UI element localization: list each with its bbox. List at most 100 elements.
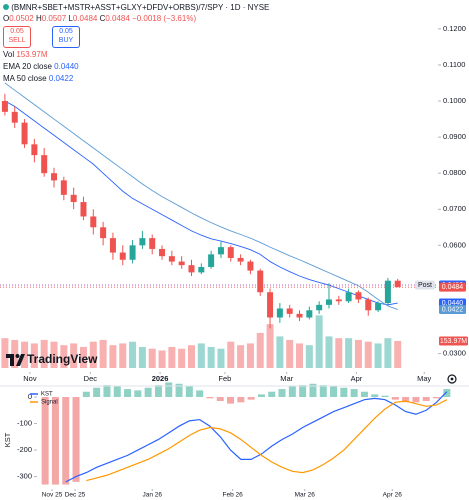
status-dot <box>3 4 9 10</box>
ohlc-key: C <box>99 14 106 23</box>
symbol-title: (BMNR+SBET+MSTR+ASST+GLXY+DFDV+ORBS)/7/S… <box>11 3 270 12</box>
volume-bar <box>364 341 372 368</box>
y-tick-label: 0.0800 <box>443 168 466 177</box>
candle-body <box>384 280 391 304</box>
candle-body <box>41 155 48 174</box>
histogram-bar <box>134 390 142 398</box>
volume-bar <box>70 343 78 368</box>
buy-button[interactable]: 0.05 BUY <box>52 26 80 48</box>
histogram-bar <box>257 394 265 398</box>
y-tick-label: -200 <box>17 445 32 454</box>
sell-label: SELL <box>8 37 26 44</box>
legend-label: Signal <box>41 400 58 406</box>
settings-gear[interactable] <box>447 374 457 384</box>
ohlc-key: H <box>35 14 42 23</box>
y-tick-label: 0.0600 <box>443 240 466 249</box>
candle-body <box>188 265 195 273</box>
volume-bar <box>60 345 68 368</box>
histogram-bar <box>381 395 389 398</box>
histogram-bar <box>93 387 101 398</box>
ohlc-value: 0.0507 <box>41 14 67 23</box>
x-tick-label: Jan 26 <box>143 492 163 499</box>
tradingview-logo: TradingView <box>6 352 98 366</box>
histogram-bar <box>350 389 358 398</box>
histogram-bar <box>154 385 162 398</box>
ohlc-key: O <box>3 14 10 23</box>
histogram-bar <box>319 385 327 398</box>
volume-bar <box>129 341 137 368</box>
volume-bar <box>1 338 9 368</box>
volume-bar <box>354 339 362 368</box>
kst-pane: 0 -100 -200 -300 Nov 25 Dec 25 Jan 26 Feb 26 Mar… <box>17 382 451 499</box>
sell-button[interactable]: 0.05 SELL <box>3 26 31 48</box>
x-tick-label: Mar 26 <box>295 492 316 499</box>
volume-bar <box>109 345 117 368</box>
histogram-bar <box>62 397 70 485</box>
histogram-bar <box>113 386 121 398</box>
volume-bar <box>158 350 166 368</box>
candle-body <box>306 310 313 318</box>
y-axis-label: KST <box>3 432 12 447</box>
volume-bar <box>315 315 323 368</box>
candle-body <box>90 216 97 228</box>
volume-bar <box>256 332 264 368</box>
candle-body <box>60 180 67 195</box>
candle-body <box>1 101 8 112</box>
volume-legend: Vol 153.97M <box>3 50 48 59</box>
x-tick-label: 2026 <box>152 374 169 383</box>
candle-body <box>375 303 382 311</box>
candle-body <box>227 247 234 258</box>
volume-bar <box>266 324 274 368</box>
buy-label: BUY <box>58 37 74 44</box>
histogram-bar <box>371 394 379 398</box>
candle-body <box>21 122 28 145</box>
y-tick-label: -300 <box>17 472 32 481</box>
histogram-bar <box>72 397 80 482</box>
histogram-bar <box>340 387 348 398</box>
candle-body <box>335 299 342 302</box>
ma-legend: MA 50 close 0.0422 <box>3 74 73 83</box>
buy-price: 0.05 <box>59 28 73 35</box>
volume-bar <box>50 341 58 368</box>
volume-bar <box>197 343 205 368</box>
ohlc-value: 0.0484 <box>72 14 98 23</box>
candle-body <box>149 238 156 249</box>
volume-bar <box>89 341 97 368</box>
candle-body <box>168 256 175 262</box>
volume-bar <box>335 338 343 368</box>
candle-body <box>11 111 18 123</box>
candle-body <box>159 248 166 257</box>
y-tick-label: 0.0300 <box>443 349 466 358</box>
histogram-bar <box>124 389 132 398</box>
candle-body <box>217 247 224 255</box>
histogram-bar <box>185 386 193 398</box>
indicator-box <box>439 305 466 315</box>
volume-bar <box>148 348 156 368</box>
histogram-bar <box>206 397 214 399</box>
histogram-bar <box>196 390 204 398</box>
histogram-bar <box>103 385 111 398</box>
candle-body <box>355 292 362 300</box>
volume-bar <box>345 338 353 368</box>
ohlc-row: O0.0502 H0.0507 L0.0484 C0.0484 −0.0018 … <box>3 14 196 23</box>
ohlc-value: 0.0484 <box>105 14 130 23</box>
x-tick-label: Feb <box>218 374 231 383</box>
kst-line <box>65 391 448 483</box>
legend-value: 0.0440 <box>54 62 79 71</box>
candle-body <box>237 257 244 262</box>
histogram-bar <box>144 387 152 398</box>
volume-bar <box>99 339 107 368</box>
volume-box <box>439 336 468 346</box>
price-pane: 0.1200 0.1100 0.1000 0.0900 0.0800 0.0700 0.06… <box>0 24 468 383</box>
histogram-bar <box>216 397 224 401</box>
histogram-bar <box>247 397 255 400</box>
histogram-bar <box>165 382 173 398</box>
y-tick-label: 0.1200 <box>443 24 466 33</box>
kst-line <box>86 399 448 482</box>
candle-body <box>198 266 205 273</box>
sell-price: 0.05 <box>10 28 24 35</box>
x-tick-label: Nov 25 <box>42 492 63 499</box>
last-price-box-label: 0.0484 <box>442 284 464 291</box>
